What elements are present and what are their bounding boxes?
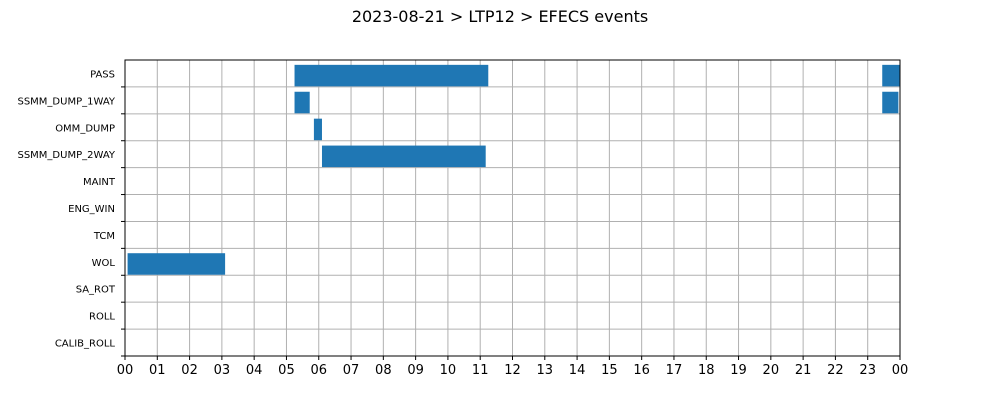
x-tick-label: 18 — [698, 363, 715, 378]
y-tick-label: CALIB_ROLL — [55, 339, 116, 350]
x-tick-label: 20 — [763, 363, 780, 378]
y-tick-label: ROLL — [89, 312, 115, 323]
y-tick-label: PASS — [90, 69, 115, 80]
x-tick-label: 09 — [407, 363, 424, 378]
x-axis: 00 01 02 03 04 05 06 07 08 09 10 11 12 13 14 15 16 17 18 19… — [117, 356, 909, 378]
x-tick-label: 14 — [569, 363, 586, 378]
x-tick-label: 23 — [859, 363, 876, 378]
y-tick-label: WOL — [92, 258, 116, 269]
x-tick-label: 00 — [892, 363, 909, 378]
x-tick-label: 01 — [149, 363, 166, 378]
x-tick-label: 00 — [117, 363, 134, 378]
event-bar — [882, 91, 899, 114]
x-tick-label: 04 — [246, 363, 263, 378]
x-tick-label: 17 — [666, 363, 683, 378]
x-tick-label: 21 — [795, 363, 812, 378]
x-tick-label: 10 — [440, 363, 457, 378]
event-bar — [294, 64, 489, 87]
event-bar — [321, 145, 486, 168]
x-tick-label: 13 — [537, 363, 554, 378]
x-tick-label: 19 — [730, 363, 747, 378]
x-tick-label: 11 — [472, 363, 489, 378]
event-bar — [127, 253, 226, 275]
x-tick-label: 22 — [827, 363, 844, 378]
bars-layer — [127, 64, 900, 275]
x-tick-label: 03 — [214, 363, 231, 378]
y-tick-label: ENG_WIN — [68, 204, 115, 215]
x-tick-label: 16 — [633, 363, 650, 378]
x-tick-label: 02 — [181, 363, 198, 378]
event-bar — [313, 118, 322, 141]
chart-title: 2023-08-21 > LTP12 > EFECS events — [352, 7, 648, 26]
x-tick-label: 06 — [310, 363, 327, 378]
y-tick-label: OMM_DUMP — [55, 123, 115, 134]
x-tick-label: 05 — [278, 363, 295, 378]
y-axis: PASS SSMM_DUMP_1WAY OMM_DUMP SSMM_DUMP_2WAY… — [17, 69, 125, 357]
y-tick-label: TCM — [93, 231, 115, 242]
grid-layer — [125, 60, 900, 356]
x-tick-label: 08 — [375, 363, 392, 378]
x-tick-label: 07 — [343, 363, 360, 378]
y-tick-label: SSMM_DUMP_2WAY — [17, 150, 115, 161]
event-bar — [882, 64, 900, 87]
y-tick-label: SSMM_DUMP_1WAY — [17, 96, 115, 107]
x-tick-label: 15 — [601, 363, 618, 378]
event-bar — [294, 91, 310, 114]
y-tick-label: SA_ROT — [76, 285, 116, 296]
x-tick-label: 12 — [504, 363, 521, 378]
y-tick-label: MAINT — [83, 177, 116, 188]
